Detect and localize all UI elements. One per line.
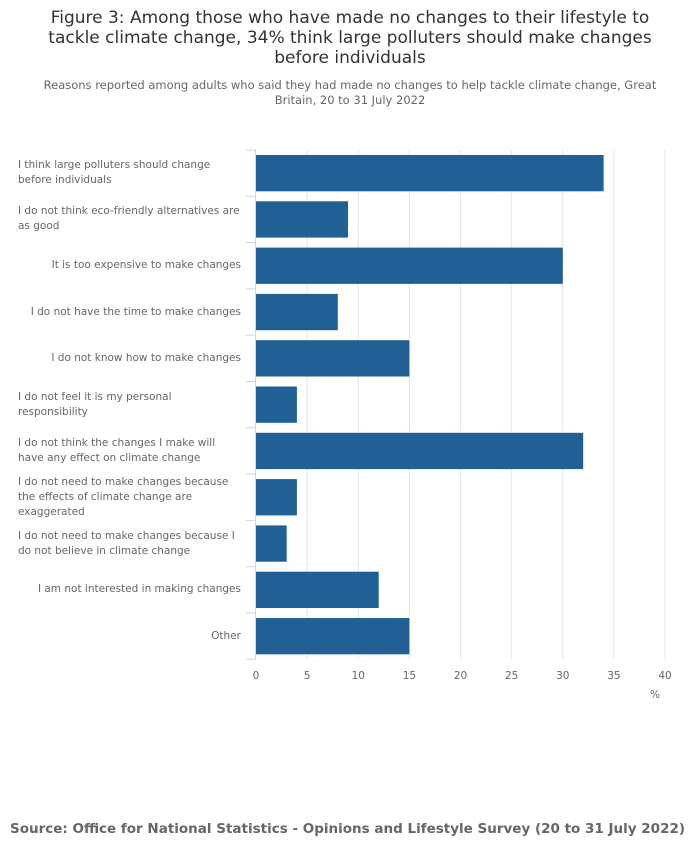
bar <box>256 386 297 423</box>
x-tick-label: 30 <box>556 670 570 683</box>
x-tick-label: 15 <box>402 670 417 683</box>
category-label: I do not think the changes I make will h… <box>18 436 216 464</box>
y-tick-label: I do not know how to make changes <box>18 335 241 381</box>
bar <box>256 247 563 284</box>
category-label: It is too expensive to make changes <box>51 259 241 272</box>
x-tick-label: 40 <box>658 670 672 683</box>
bar <box>256 432 584 470</box>
y-tick-label: I am not interested in making changes <box>18 567 241 613</box>
y-tick-label: I do not think the changes I make will h… <box>18 428 241 474</box>
bar <box>256 479 297 516</box>
category-label: I do not know how to make changes <box>51 351 241 364</box>
x-axis-label: % <box>650 689 660 701</box>
y-tick-label: I do not feel it is my personal responsi… <box>18 382 241 428</box>
x-tick-label: 5 <box>303 670 311 683</box>
x-tick-label: 35 <box>607 670 621 683</box>
x-tick-label: 25 <box>504 670 519 683</box>
category-label: I do not need to make changes because I … <box>18 529 235 557</box>
source-note: Source: Office for National Statistics -… <box>10 821 686 837</box>
y-tick-label: Other <box>18 613 241 659</box>
y-tick-label: I do not need to make changes because I … <box>18 520 241 566</box>
category-label: I do not feel it is my personal responsi… <box>18 390 172 418</box>
category-label: I am not interested in making changes <box>37 583 241 596</box>
bar <box>256 340 410 377</box>
x-tick-label: 10 <box>351 670 365 683</box>
y-tick-label: It is too expensive to make changes <box>18 243 241 289</box>
bar <box>256 293 338 331</box>
y-tick-label: I do not have the time to make changes <box>18 289 241 335</box>
bar <box>256 571 379 608</box>
x-tick-label: 0 <box>252 670 260 683</box>
x-tick-label: 20 <box>453 670 468 683</box>
bar <box>256 155 604 192</box>
bar <box>256 201 349 238</box>
category-label: I think large polluters should change be… <box>18 159 211 187</box>
y-tick-label: I do not think eco-friendly alternatives… <box>18 196 241 242</box>
chart-title: Figure 3: Among those who have made no c… <box>48 8 652 68</box>
bar <box>256 618 410 655</box>
y-tick-label: I do not need to make changes because th… <box>18 474 241 520</box>
category-label: I do not need to make changes because th… <box>18 475 229 518</box>
y-tick-label: I think large polluters should change be… <box>18 150 241 196</box>
bar <box>256 525 287 562</box>
category-label: I do not have the time to make changes <box>30 305 241 318</box>
category-label: Other <box>211 629 241 642</box>
category-label: I do not think eco-friendly alternatives… <box>18 205 240 233</box>
chart-subtitle: Reasons reported among adults who said t… <box>43 78 657 107</box>
